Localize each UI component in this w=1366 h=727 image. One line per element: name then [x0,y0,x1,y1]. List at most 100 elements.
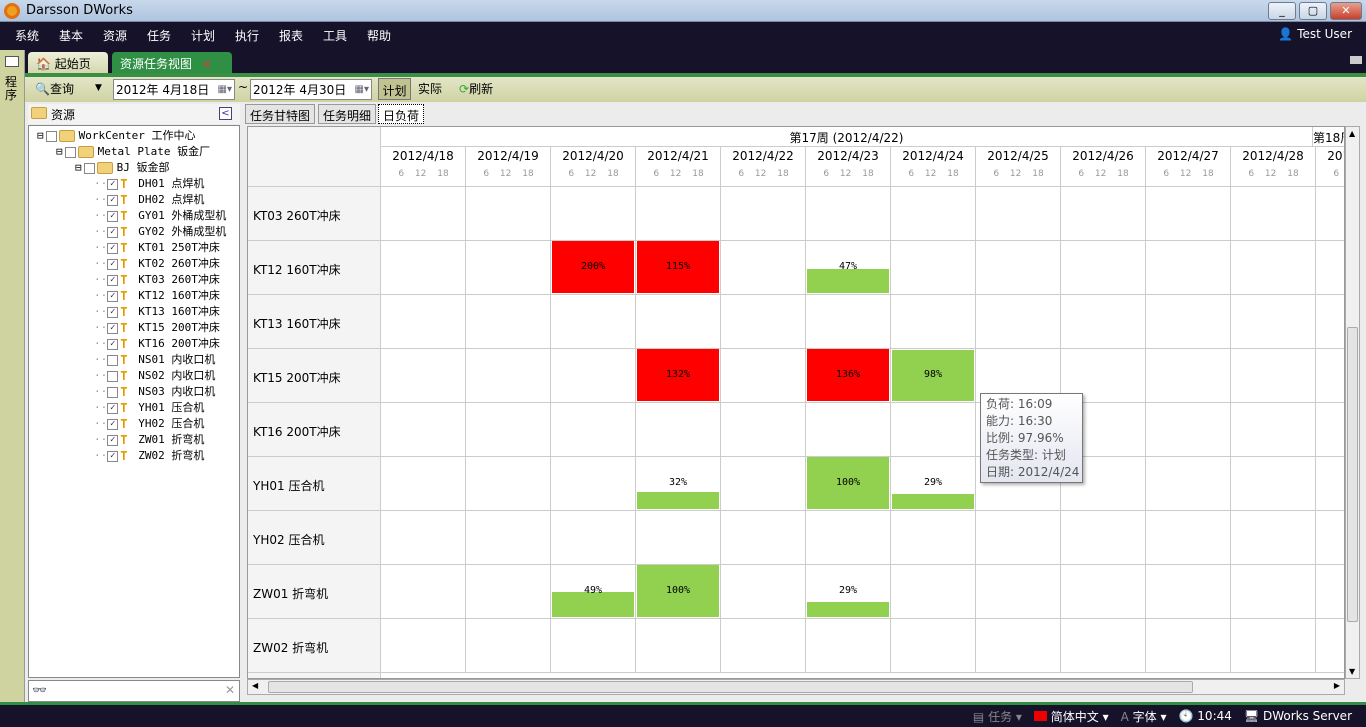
horizontal-scrollbar[interactable]: ◀ ▶ [247,679,1345,695]
tree-node[interactable]: ·· ✓ T DH01 点焊机 [94,176,204,192]
load-cell[interactable]: 136% [806,349,891,403]
tree-node[interactable]: ·· ✓ T KT02 260T冲床 [94,256,220,272]
tree-node[interactable]: ·· ✓ T KT03 260T冲床 [94,272,220,288]
expand-toggle-icon[interactable]: ⊟ [75,161,82,174]
menu-item[interactable]: 系统 [15,29,40,43]
tab-task-detail[interactable]: 任务明细 [318,104,377,124]
tasks-menu[interactable]: ▤ 任务 ▾ [972,709,1022,724]
query-dropdown-icon[interactable]: ▼ [95,83,102,93]
menu-item[interactable]: 计划 [191,29,216,43]
checkbox[interactable] [107,370,119,382]
vertical-scrollbar[interactable]: ▲ ▼ [1345,126,1360,679]
load-cell[interactable] [1231,457,1316,511]
tree-node[interactable]: ·· T NS01 内收口机 [94,352,215,368]
load-cell[interactable] [806,187,891,241]
actual-toggle[interactable]: 实际 [418,82,443,96]
load-cell[interactable] [551,457,636,511]
refresh-button[interactable]: ⟳刷新 [459,80,493,97]
load-bar[interactable] [637,349,719,401]
font-menu[interactable]: A 字体 ▾ [1120,709,1167,724]
checkbox[interactable]: ✓ [107,434,119,446]
windows-icon[interactable] [5,56,19,67]
tree-node[interactable]: ·· ✓ T ZW01 折弯机 [94,432,204,448]
tree-node[interactable]: ⊟ BJ 钣金部 [75,160,170,176]
load-cell[interactable] [381,187,466,241]
horizontal-scroll-thumb[interactable] [268,681,1193,693]
load-cell[interactable] [891,565,976,619]
menu-item[interactable]: 基本 [59,29,84,43]
checkbox[interactable]: ✓ [107,210,119,222]
load-cell[interactable] [891,241,976,295]
start-date-picker[interactable]: 2012年 4月18日 ▦▾ [113,79,235,100]
expand-toggle-icon[interactable]: ⊟ [37,129,44,142]
vertical-scroll-thumb[interactable] [1347,327,1358,622]
load-cell[interactable] [381,457,466,511]
load-cell[interactable] [1231,403,1316,457]
load-cell[interactable]: 98% [891,349,976,403]
load-bar[interactable] [892,350,974,401]
tree-node[interactable]: ·· ✓ T ZW02 折弯机 [94,448,204,464]
tree-node[interactable]: ·· ✓ T YH02 压合机 [94,416,204,432]
load-cell[interactable] [466,349,551,403]
load-cell[interactable] [466,295,551,349]
load-cell[interactable]: 200% [551,241,636,295]
load-cell[interactable] [1231,619,1316,673]
load-cell[interactable] [891,187,976,241]
checkbox[interactable]: ✓ [107,290,119,302]
scroll-right-icon[interactable]: ▶ [1333,681,1340,690]
load-cell[interactable] [1316,565,1344,619]
load-cell[interactable] [551,349,636,403]
load-cell[interactable] [1146,511,1231,565]
query-button[interactable]: 🔍查询 [35,80,74,97]
collapse-panel-button[interactable]: < [219,107,232,120]
menu-item[interactable]: 任务 [147,29,172,43]
load-cell[interactable] [891,295,976,349]
load-cell[interactable] [721,349,806,403]
close-button[interactable]: ✕ [1330,2,1362,20]
load-bar[interactable] [637,241,719,293]
load-cell[interactable] [1146,403,1231,457]
load-cell[interactable]: 132% [636,349,721,403]
load-cell[interactable] [721,619,806,673]
load-cell[interactable] [1231,187,1316,241]
checkbox[interactable]: ✓ [107,242,119,254]
load-cell[interactable] [1061,241,1146,295]
tree-node[interactable]: ⊟ Metal Plate 钣金厂 [56,144,210,160]
load-cell[interactable] [551,295,636,349]
program-panel-tab[interactable]: 程序 [5,75,18,102]
load-bar[interactable] [807,457,889,509]
load-cell[interactable] [466,403,551,457]
load-cell[interactable] [721,295,806,349]
load-cell[interactable] [466,241,551,295]
load-cell[interactable] [976,187,1061,241]
scroll-up-icon[interactable]: ▲ [1349,129,1356,138]
load-cell[interactable] [636,295,721,349]
plan-toggle[interactable]: 计划 [378,78,411,100]
load-cell[interactable] [976,457,1061,511]
load-cell[interactable] [721,241,806,295]
load-cell[interactable] [1316,295,1344,349]
load-cell[interactable] [381,241,466,295]
tab-menu-icon[interactable] [1350,56,1362,64]
load-cell[interactable] [551,511,636,565]
checkbox[interactable]: ✓ [107,226,119,238]
checkbox[interactable]: ✓ [107,178,119,190]
load-cell[interactable] [891,403,976,457]
load-cell[interactable] [636,403,721,457]
load-cell[interactable]: 100% [636,565,721,619]
load-cell[interactable]: 100% [806,457,891,511]
checkbox[interactable]: ✓ [107,274,119,286]
load-bar[interactable] [637,565,719,617]
load-cell[interactable] [466,619,551,673]
menu-item[interactable]: 帮助 [367,29,392,43]
tree-node[interactable]: ·· ✓ T YH01 压合机 [94,400,204,416]
load-bar[interactable] [637,492,719,509]
menu-item[interactable]: 工具 [323,29,348,43]
tab-home[interactable]: 🏠 起始页 [28,52,108,74]
load-cell[interactable] [1146,241,1231,295]
tree-node[interactable]: ⊟ WorkCenter 工作中心 [37,128,195,144]
load-cell[interactable]: 32% [636,457,721,511]
load-cell[interactable] [1231,241,1316,295]
tree-node[interactable]: ·· T NS02 内收口机 [94,368,215,384]
load-cell[interactable] [976,619,1061,673]
